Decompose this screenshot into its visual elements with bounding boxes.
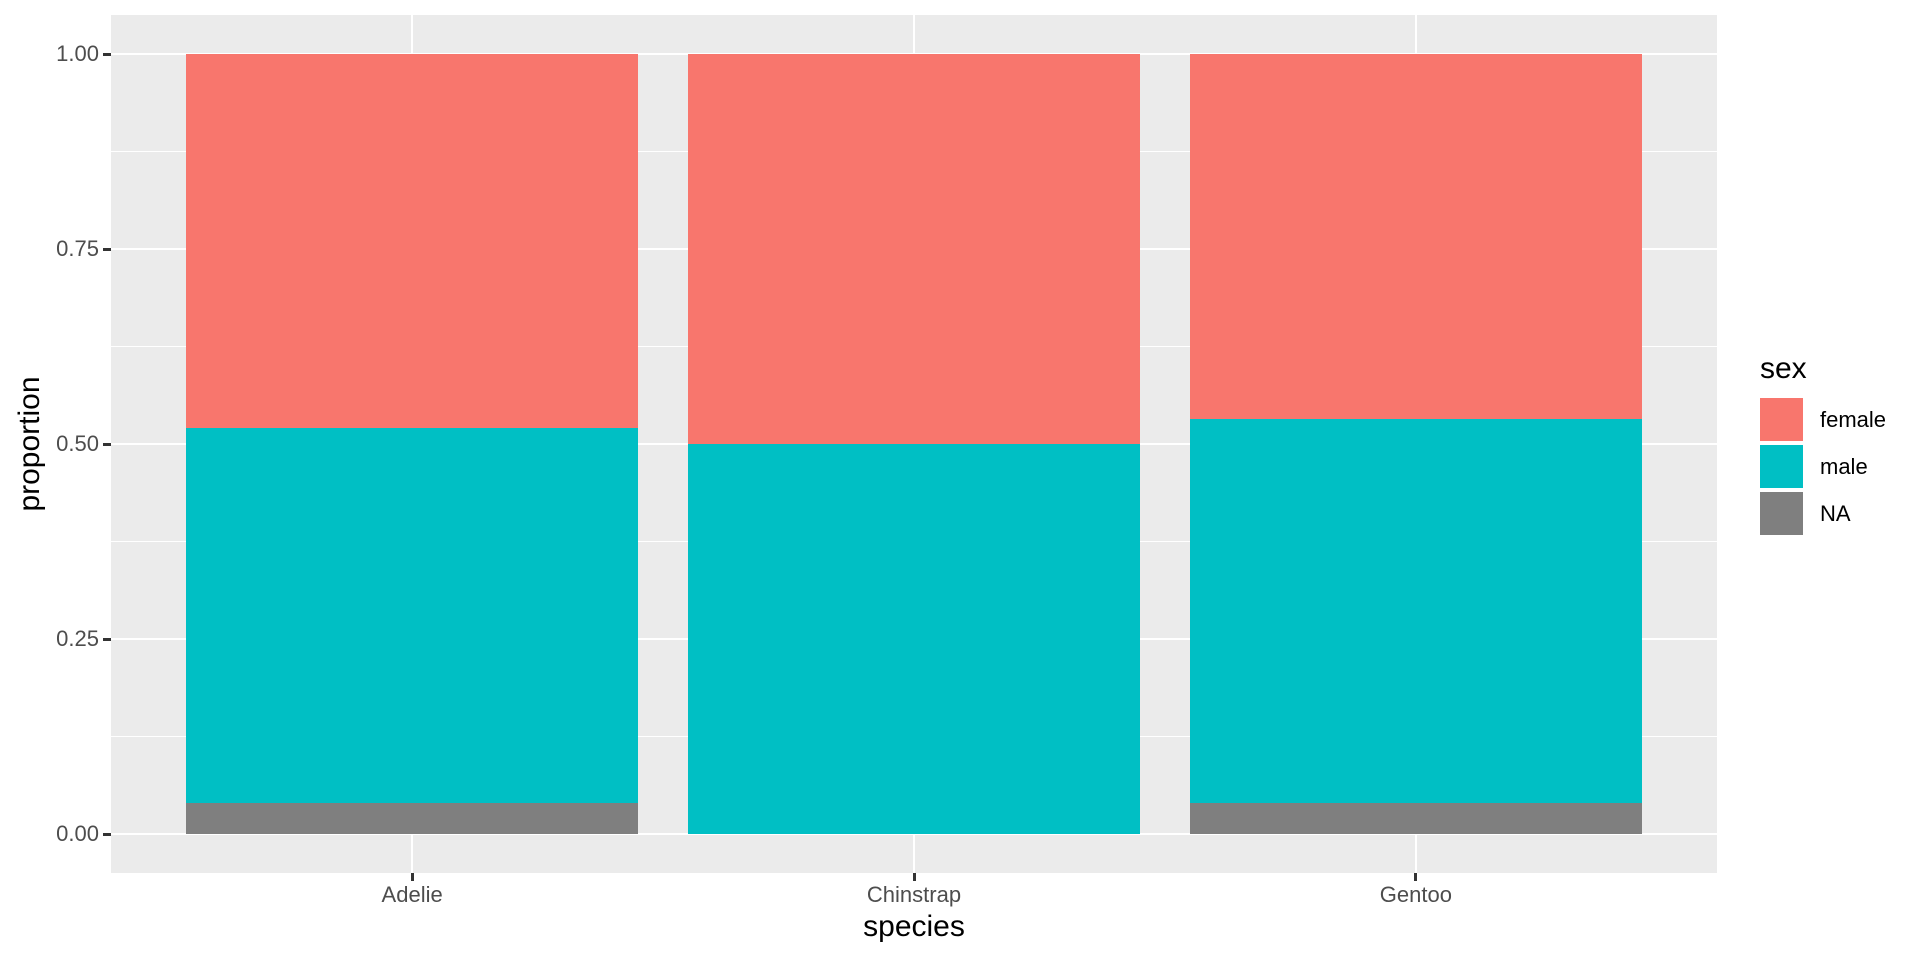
y-axis-ticks: [103, 15, 111, 873]
bar-segment-adelie-male: [186, 428, 638, 803]
y-tick-mark-0.25: [103, 637, 111, 641]
bar-segment-adelie-female: [186, 54, 638, 429]
x-tick-label-chinstrap: Chinstrap: [866, 882, 962, 907]
x-tick-mark-gentoo: [1414, 873, 1418, 881]
panel: [111, 15, 1717, 873]
y-tick-mark-0.75: [103, 247, 111, 251]
x-axis-title: species: [863, 910, 965, 943]
y-tick-label-0.50: 0.50: [56, 431, 99, 456]
legend-swatch-female: [1760, 398, 1803, 441]
legend-entry-NA: NA: [1760, 492, 1886, 535]
x-tick-label-adelie: Adelie: [381, 882, 443, 907]
x-axis-labels: Adelie Chinstrap Gentoo: [111, 883, 1717, 909]
y-tick-mark-0.50: [103, 442, 111, 446]
legend-swatch-male: [1760, 445, 1803, 488]
bar-segment-adelie-NA: [186, 802, 638, 834]
bar-segment-gentoo-male: [1190, 419, 1642, 803]
bar-segment-gentoo-female: [1190, 54, 1642, 420]
x-tick-label-gentoo: Gentoo: [1379, 882, 1452, 907]
legend-entry-male: male: [1760, 445, 1886, 488]
legend-label-female: female: [1820, 406, 1887, 432]
y-tick-label-0.25: 0.25: [56, 626, 99, 651]
legend: sex female male NA: [1760, 352, 1886, 539]
x-axis-ticks: [111, 873, 1717, 882]
y-axis-labels: 0.00 0.25 0.50 0.75 1.00: [0, 15, 99, 873]
bar-segment-chinstrap-female: [688, 54, 1140, 444]
y-tick-mark-0.00: [103, 832, 111, 836]
y-tick-label-0.00: 0.00: [56, 821, 99, 846]
y-tick-mark-1.00: [103, 52, 111, 56]
legend-swatch-NA: [1760, 492, 1803, 535]
y-tick-label-0.75: 0.75: [56, 236, 99, 261]
legend-entries: female male NA: [1760, 398, 1886, 535]
bar-segment-chinstrap-male: [688, 444, 1140, 834]
legend-title: sex: [1760, 352, 1807, 385]
bar-segment-gentoo-NA: [1190, 802, 1642, 834]
legend-entry-female: female: [1760, 398, 1886, 441]
legend-label-NA: NA: [1820, 500, 1851, 526]
x-tick-mark-adelie: [410, 873, 414, 881]
x-tick-mark-chinstrap: [912, 873, 916, 881]
legend-label-male: male: [1820, 453, 1868, 479]
y-tick-label-1.00: 1.00: [56, 41, 99, 66]
